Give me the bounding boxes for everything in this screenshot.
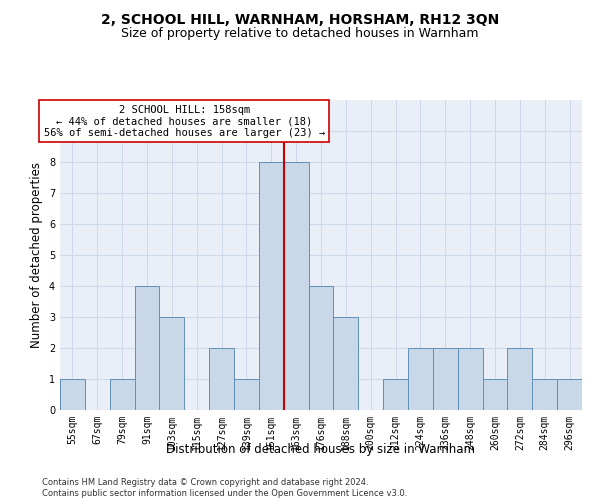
Bar [259,162,284,410]
Bar [234,379,259,410]
Bar [408,348,433,410]
Y-axis label: Number of detached properties: Number of detached properties [31,162,43,348]
Text: 2, SCHOOL HILL, WARNHAM, HORSHAM, RH12 3QN: 2, SCHOOL HILL, WARNHAM, HORSHAM, RH12 3… [101,12,499,26]
Bar [209,348,234,410]
Bar [60,379,85,410]
Bar [110,379,134,410]
Bar [134,286,160,410]
Bar [532,379,557,410]
Text: Contains HM Land Registry data © Crown copyright and database right 2024.
Contai: Contains HM Land Registry data © Crown c… [42,478,407,498]
Text: Distribution of detached houses by size in Warnham: Distribution of detached houses by size … [167,442,476,456]
Bar [433,348,458,410]
Bar [482,379,508,410]
Bar [458,348,482,410]
Bar [284,162,308,410]
Bar [508,348,532,410]
Bar [308,286,334,410]
Text: 2 SCHOOL HILL: 158sqm
← 44% of detached houses are smaller (18)
56% of semi-deta: 2 SCHOOL HILL: 158sqm ← 44% of detached … [44,104,325,138]
Bar [160,317,184,410]
Bar [334,317,358,410]
Bar [557,379,582,410]
Bar [383,379,408,410]
Text: Size of property relative to detached houses in Warnham: Size of property relative to detached ho… [121,28,479,40]
